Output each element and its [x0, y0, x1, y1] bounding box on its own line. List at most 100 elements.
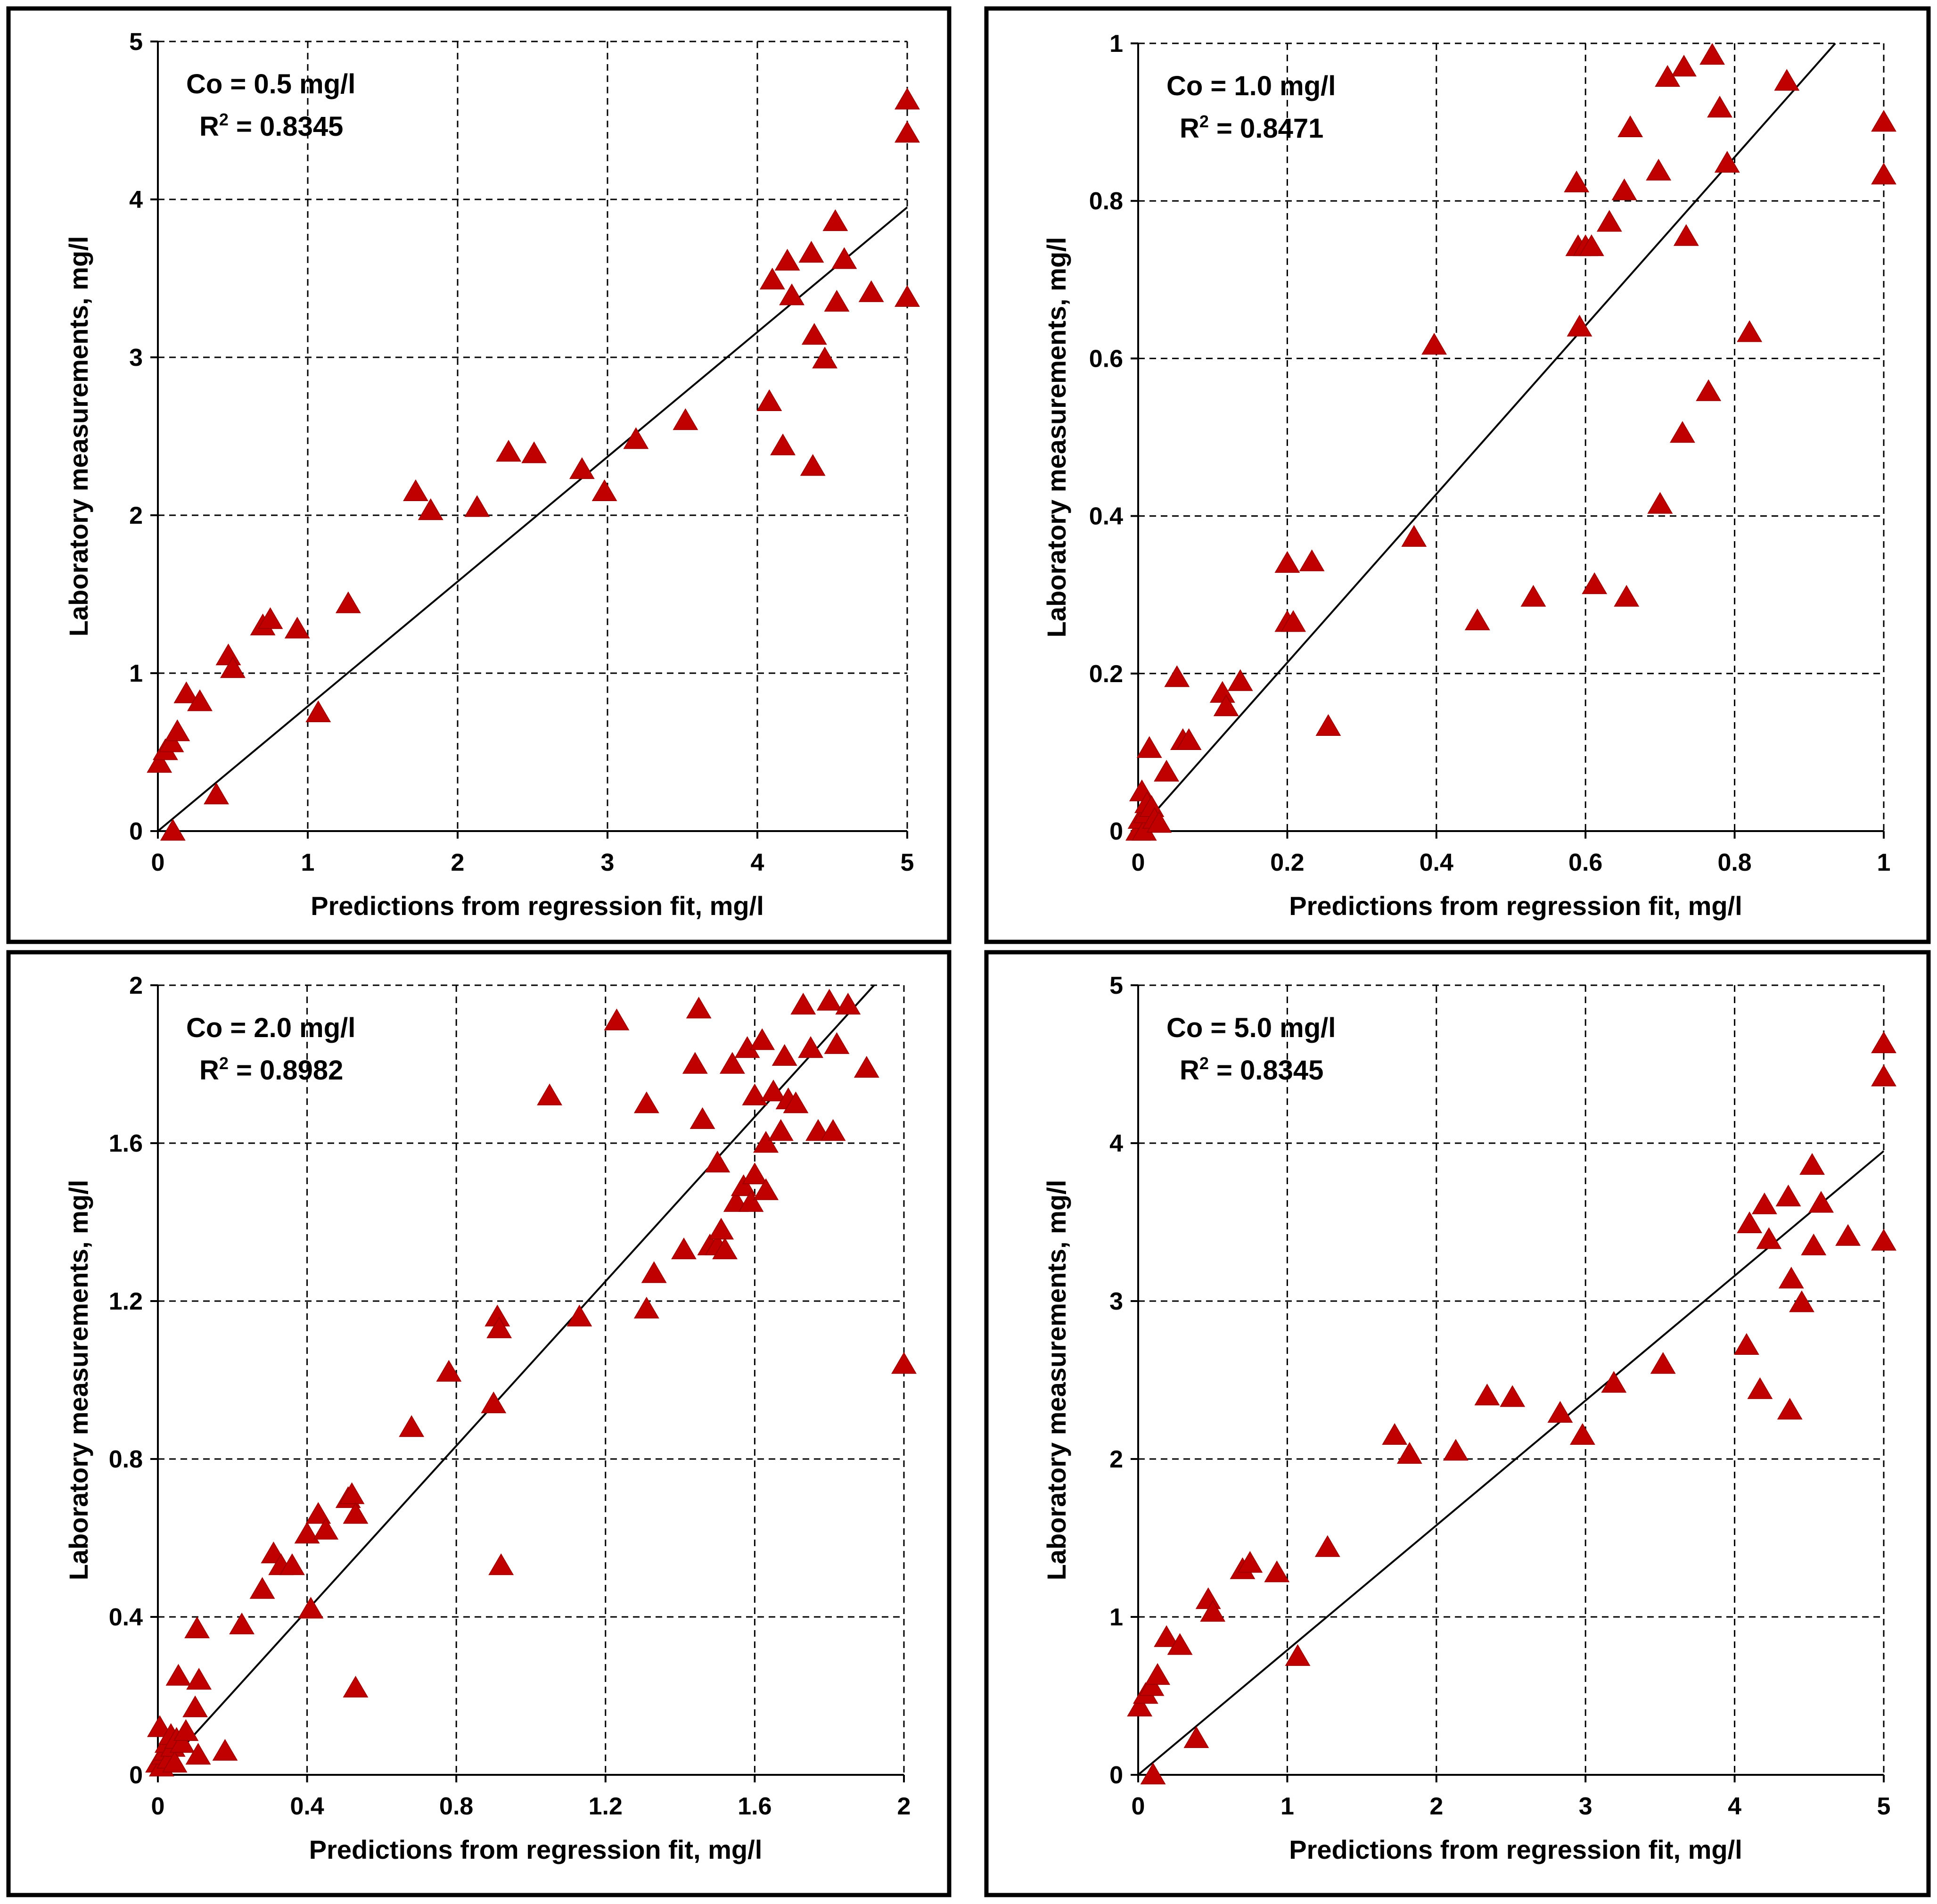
data-point	[790, 992, 816, 1015]
panel-border	[6, 950, 952, 1897]
data-point	[783, 1091, 809, 1113]
x-tick-label: 1	[1280, 1793, 1294, 1820]
data-point	[162, 1750, 188, 1773]
data-point	[158, 730, 184, 752]
data-point	[1139, 1674, 1165, 1696]
x-tick-label: 3	[1579, 1793, 1592, 1820]
data-point	[761, 1080, 786, 1102]
data-point	[185, 1743, 211, 1765]
y-tick-label: 1.6	[109, 1130, 143, 1157]
data-point	[1789, 1290, 1814, 1312]
y-axis-title: Laboratory measurements, mg/l	[1042, 1180, 1071, 1581]
data-point	[1737, 1211, 1763, 1233]
data-point	[1167, 1633, 1193, 1655]
data-point	[1500, 1385, 1526, 1407]
data-point	[305, 700, 331, 722]
data-point	[1707, 96, 1732, 118]
data-point	[633, 1296, 659, 1319]
data-point	[858, 280, 884, 302]
data-point	[339, 1482, 365, 1504]
data-point	[673, 408, 698, 430]
x-tick-label: 0.8	[1717, 849, 1751, 876]
y-axis-title: Laboratory measurements, mg/l	[64, 236, 93, 637]
data-point	[521, 441, 547, 463]
x-axis-title: Predictions from regression fit, mg/l	[311, 891, 764, 921]
data-point	[730, 1174, 756, 1196]
data-point	[184, 1616, 210, 1639]
data-point	[1567, 314, 1592, 337]
co-annotation: Co = 5.0 mg/l	[1166, 1013, 1336, 1043]
data-point	[824, 1032, 850, 1054]
data-point	[1227, 669, 1253, 691]
data-point	[212, 1739, 238, 1761]
data-point	[249, 1577, 275, 1599]
data-point	[708, 1218, 734, 1240]
x-tick-label: 0.8	[439, 1793, 473, 1820]
regression-line	[157, 984, 875, 1776]
data-point	[1614, 585, 1640, 607]
data-point	[801, 323, 827, 345]
data-point	[1136, 736, 1162, 758]
data-point	[749, 1028, 775, 1050]
y-tick-label: 0.8	[109, 1446, 143, 1473]
y-tick-label: 2	[129, 972, 143, 999]
data-point	[173, 681, 199, 703]
data-point	[895, 88, 920, 110]
data-points	[147, 88, 920, 841]
data-point	[1808, 1191, 1834, 1213]
data-point	[1421, 333, 1447, 355]
data-point	[1285, 1644, 1311, 1666]
data-point	[1699, 43, 1725, 65]
data-point	[464, 495, 490, 517]
data-point	[1611, 178, 1637, 200]
data-point	[1799, 1153, 1825, 1175]
y-tick-label: 1	[129, 660, 143, 687]
y-tick-label: 0.4	[109, 1604, 143, 1631]
data-points	[1127, 1031, 1896, 1785]
data-point	[1871, 1064, 1896, 1087]
gridlines	[1138, 984, 1885, 1775]
x-axis-title: Predictions from regression fit, mg/l	[309, 1835, 763, 1864]
x-tick-label: 4	[1728, 1793, 1741, 1820]
data-point	[147, 751, 172, 773]
data-point	[742, 1162, 768, 1185]
data-point	[1696, 379, 1722, 401]
data-point	[284, 617, 310, 639]
data-point	[1200, 1599, 1226, 1622]
data-point	[279, 1553, 305, 1575]
data-point	[1596, 210, 1622, 232]
data-point	[1547, 1401, 1573, 1423]
data-point	[1871, 1228, 1896, 1251]
data-point	[1145, 1663, 1171, 1685]
data-point	[229, 1612, 255, 1634]
y-tick-label: 1	[1109, 30, 1123, 58]
data-point	[1871, 1031, 1896, 1054]
data-point	[891, 1352, 917, 1374]
data-point	[756, 389, 782, 411]
y-tick-label: 0.2	[1089, 660, 1123, 688]
x-tick-label: 5	[1877, 1793, 1891, 1820]
data-point	[165, 1664, 191, 1686]
co-annotation: Co = 0.5 mg/l	[186, 69, 355, 99]
x-tick-label: 0.2	[1270, 849, 1304, 876]
y-tick-label: 0	[129, 818, 143, 845]
y-tick-label: 1	[1109, 1604, 1123, 1631]
x-tick-label: 3	[601, 849, 615, 876]
y-tick-label: 0.4	[1089, 503, 1123, 530]
data-point	[1140, 1763, 1166, 1785]
data-point	[1751, 1192, 1777, 1214]
panel-border	[984, 6, 1931, 944]
data-point	[1778, 1267, 1804, 1289]
data-point	[1646, 158, 1672, 181]
data-point	[1464, 608, 1490, 630]
data-point	[822, 209, 848, 231]
regression-line	[157, 206, 908, 832]
data-point	[1146, 811, 1172, 833]
x-tick-label: 0	[151, 849, 165, 876]
co-annotation: Co = 2.0 mg/l	[186, 1013, 355, 1043]
x-tick-label: 0	[151, 1793, 165, 1820]
panel-bottom-left: 0 0.4 0.8 1.2 1.6 2 0 0.4 0.8 1.2 1.6 2 Predictions …	[6, 950, 952, 1897]
x-tick-label: 1.6	[738, 1793, 772, 1820]
x-tick-label: 1	[301, 849, 315, 876]
y-tick-label: 5	[1109, 972, 1123, 999]
